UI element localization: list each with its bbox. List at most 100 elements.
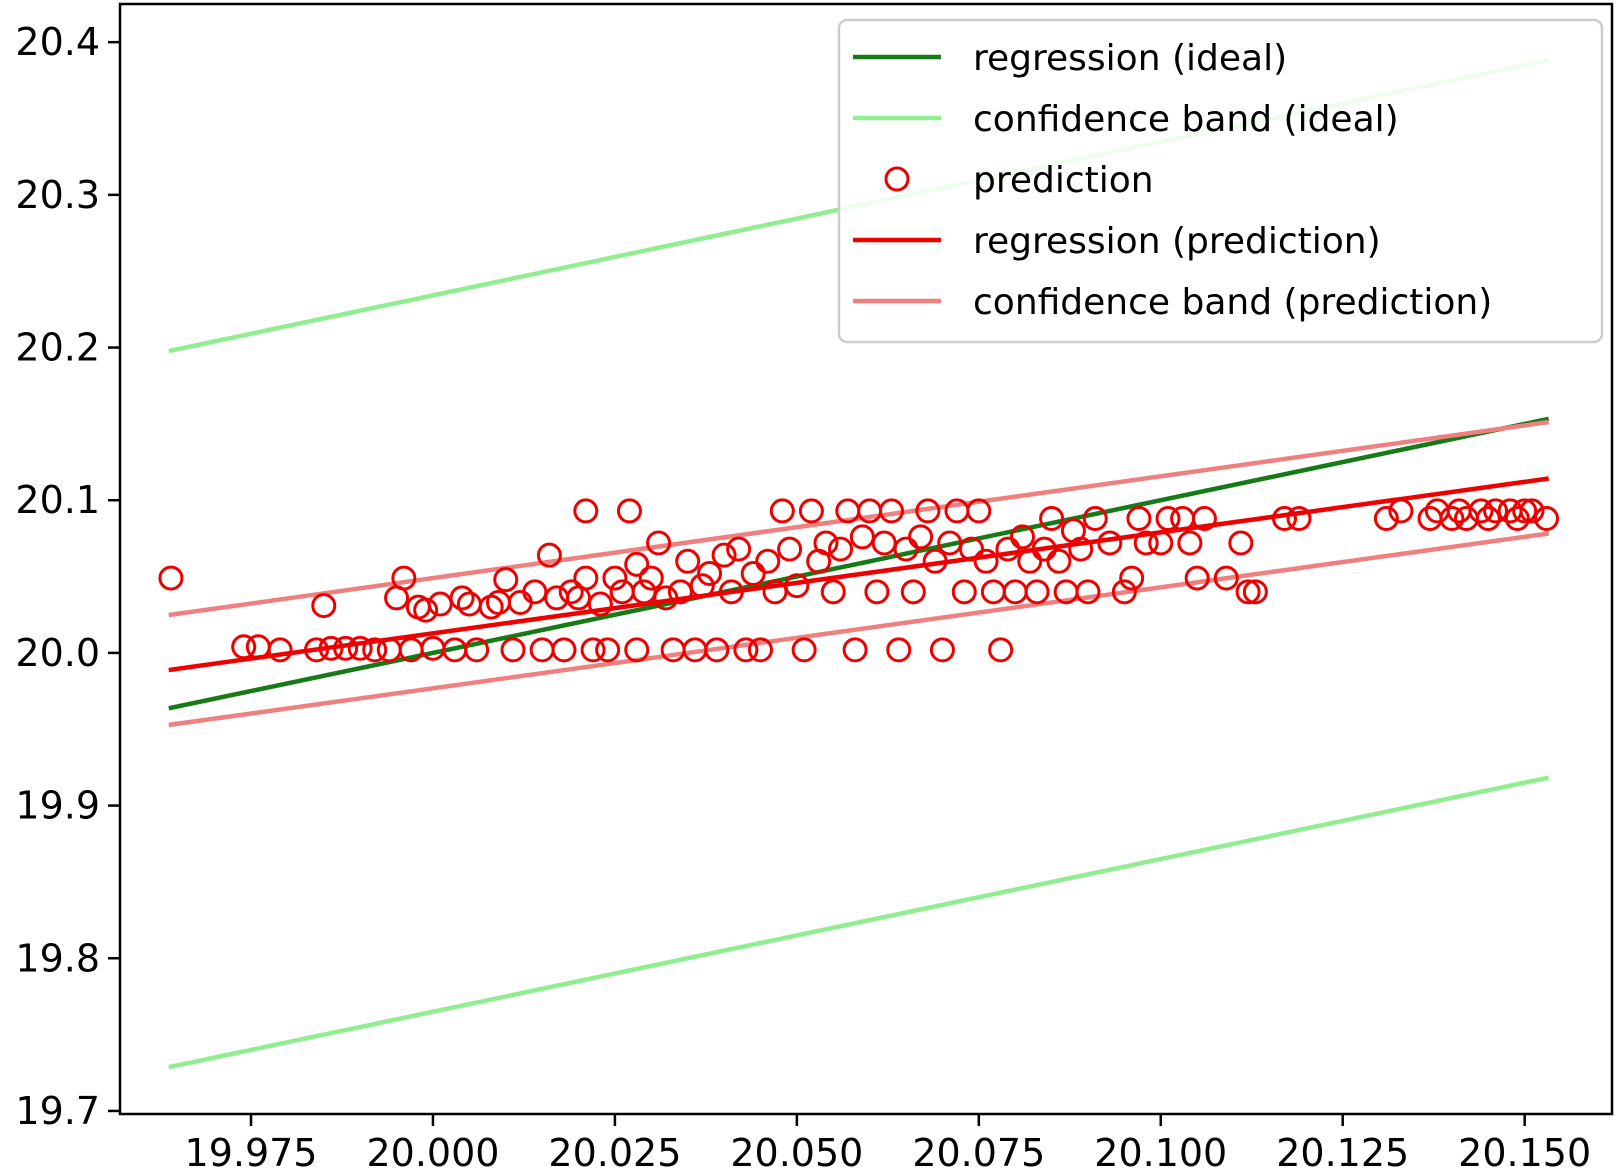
data-point: [929, 637, 955, 663]
data-point: [333, 635, 359, 661]
data-point: [878, 498, 904, 524]
data-point: [551, 637, 577, 663]
data-point: [1184, 565, 1210, 591]
x-tick-label: 20.125: [1276, 1131, 1409, 1173]
y-tick-label: 19.9: [15, 784, 100, 828]
data-point: [580, 637, 606, 663]
data-point: [886, 637, 912, 663]
data-point: [1017, 548, 1043, 574]
data-point: [1228, 530, 1254, 556]
legend: regression (ideal) confidence band (ideal…: [837, 18, 1604, 344]
x-tick-label: 20.075: [912, 1131, 1045, 1173]
data-point: [1213, 565, 1239, 591]
data-point: [995, 536, 1021, 562]
x-tick-label: 20.000: [366, 1131, 499, 1173]
data-point: [704, 637, 730, 663]
series-line-4: [168, 419, 1550, 618]
data-point: [653, 585, 679, 611]
data-point: [464, 637, 490, 663]
legend-label: regression (prediction): [973, 221, 1381, 262]
data-point: [493, 567, 519, 593]
data-point: [777, 536, 803, 562]
data-point: [304, 637, 330, 663]
data-point: [769, 498, 795, 524]
x-tick-label: 20.150: [1458, 1131, 1591, 1173]
data-point: [893, 536, 919, 562]
data-point: [1046, 548, 1072, 574]
data-point: [784, 573, 810, 599]
data-point: [624, 637, 650, 663]
data-point: [755, 548, 781, 574]
data-point: [1388, 498, 1414, 524]
series-line-2: [168, 775, 1550, 1070]
data-point: [413, 597, 439, 623]
data-point: [231, 634, 257, 660]
data-point: [1504, 506, 1530, 532]
x-tick-label: 19.975: [185, 1131, 318, 1173]
data-point: [711, 542, 737, 568]
data-point: [595, 637, 621, 663]
data-point: [1148, 530, 1174, 556]
data-point: [624, 551, 650, 577]
data-point: [1483, 498, 1509, 524]
data-point: [158, 565, 184, 591]
plot-frame: [118, 2, 1614, 1116]
data-point: [726, 536, 752, 562]
data-point: [1286, 506, 1312, 532]
data-point: [638, 565, 664, 591]
data-point: [966, 498, 992, 524]
data-point: [1468, 498, 1494, 524]
y-tick-label: 20.1: [15, 478, 100, 522]
data-point: [449, 585, 475, 611]
series-line-0: [168, 416, 1550, 711]
data-point: [602, 565, 628, 591]
data-point: [1475, 506, 1501, 532]
data-point: [900, 579, 926, 605]
data-point: [1075, 579, 1101, 605]
data-point: [573, 498, 599, 524]
data-point: [718, 579, 744, 605]
x-tick-label: 20.050: [730, 1131, 863, 1173]
y-tick-label: 20.0: [15, 631, 100, 675]
y-tick-label: 20.2: [15, 326, 100, 370]
data-point: [675, 548, 701, 574]
data-point: [951, 579, 977, 605]
data-point: [1191, 506, 1217, 532]
data-point: [573, 565, 599, 591]
data-point: [1271, 506, 1297, 532]
legend-box: [837, 18, 1604, 344]
x-tick-label: 20.025: [548, 1131, 681, 1173]
data-point: [922, 548, 948, 574]
data-point: [791, 637, 817, 663]
data-point: [1024, 579, 1050, 605]
data-point: [915, 498, 941, 524]
data-point: [1439, 506, 1465, 532]
data-point: [733, 637, 759, 663]
data-point: [828, 536, 854, 562]
data-point: [500, 637, 526, 663]
data-point: [959, 536, 985, 562]
data-point: [1519, 498, 1545, 524]
data-point: [908, 524, 934, 550]
data-point: [1039, 506, 1065, 532]
data-point: [740, 561, 766, 587]
data-point: [798, 498, 824, 524]
points-layer: [158, 498, 1559, 663]
data-point: [362, 637, 388, 663]
data-point: [1512, 498, 1538, 524]
y-tick-label: 20.4: [15, 20, 100, 64]
x-tick-label: 20.100: [1094, 1131, 1227, 1173]
data-point: [1111, 579, 1137, 605]
legend-label: confidence band (ideal): [973, 99, 1399, 140]
data-point: [1068, 536, 1094, 562]
data-point: [616, 498, 642, 524]
legend-label: confidence band (prediction): [973, 282, 1492, 323]
data-point: [842, 637, 868, 663]
data-point: [973, 548, 999, 574]
series-line-5: [168, 531, 1550, 728]
data-point: [1119, 565, 1145, 591]
data-point: [820, 579, 846, 605]
data-point: [311, 593, 337, 619]
y-tick-label: 19.8: [15, 936, 100, 980]
